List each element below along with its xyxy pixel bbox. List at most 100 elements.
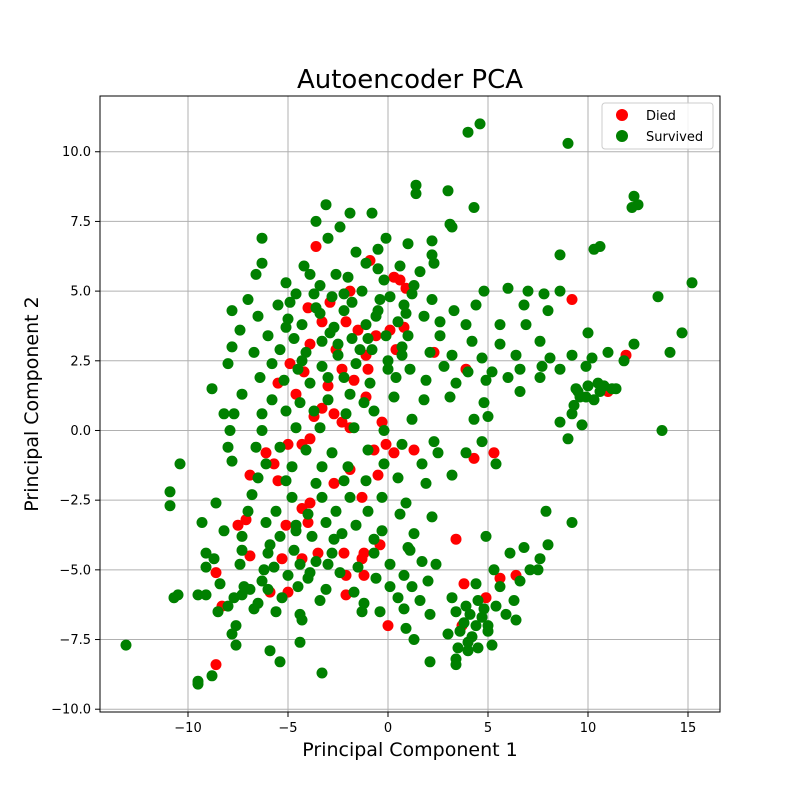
- data-point-died: [356, 553, 368, 565]
- data-point-survived: [534, 553, 546, 565]
- y-tick-label: 0.0: [70, 424, 91, 439]
- data-point-survived: [274, 441, 286, 453]
- data-point-survived: [266, 358, 278, 370]
- data-point-survived: [214, 578, 226, 590]
- data-point-survived: [486, 639, 498, 651]
- data-point-survived: [538, 288, 550, 300]
- data-point-died: [316, 316, 328, 328]
- data-point-survived: [502, 372, 514, 383]
- data-point-survived: [450, 377, 462, 389]
- data-point-survived: [378, 458, 390, 470]
- data-point-survived: [402, 330, 414, 342]
- data-point-survived: [382, 355, 394, 367]
- data-point-survived: [494, 319, 506, 331]
- data-point-survived: [450, 606, 462, 618]
- data-point-survived: [562, 137, 574, 149]
- data-point-survived: [244, 583, 256, 595]
- x-tick-label: −10: [174, 721, 201, 736]
- data-point-survived: [402, 238, 414, 250]
- data-point-died: [336, 363, 348, 375]
- data-point-survived: [652, 291, 664, 303]
- data-point-survived: [364, 377, 376, 389]
- data-point-survived: [392, 592, 404, 604]
- data-point-died: [302, 517, 314, 528]
- data-point-survived: [396, 349, 408, 361]
- data-point-survived: [200, 561, 212, 573]
- data-point-survived: [470, 578, 482, 590]
- data-point-died: [302, 302, 314, 314]
- data-point-survived: [392, 316, 404, 328]
- data-point-survived: [446, 469, 458, 481]
- data-point-survived: [470, 620, 482, 632]
- data-point-survived: [514, 386, 526, 397]
- data-point-survived: [476, 352, 488, 364]
- data-point-survived: [380, 330, 392, 342]
- data-point-survived: [256, 257, 268, 269]
- data-point-survived: [332, 338, 344, 350]
- data-point-survived: [334, 221, 346, 233]
- data-point-survived: [398, 299, 410, 311]
- data-point-survived: [478, 397, 490, 409]
- data-point-survived: [252, 472, 264, 484]
- data-point-died: [290, 388, 302, 400]
- data-point-survived: [374, 294, 386, 305]
- data-point-survived: [542, 539, 554, 551]
- data-point-survived: [310, 477, 322, 489]
- data-point-survived: [418, 310, 430, 322]
- data-point-survived: [460, 319, 472, 331]
- data-point-survived: [580, 360, 592, 372]
- data-point-survived: [490, 600, 502, 612]
- data-point-survived: [446, 221, 458, 233]
- data-point-survived: [430, 558, 442, 570]
- data-point-survived: [424, 346, 436, 358]
- data-point-survived: [308, 405, 320, 417]
- data-point-survived: [296, 355, 308, 367]
- y-tick-label: −5.0: [59, 563, 91, 578]
- data-point-survived: [354, 344, 366, 356]
- legend-marker-died: [616, 109, 628, 121]
- data-point-died: [304, 338, 316, 350]
- data-point-survived: [288, 544, 300, 556]
- data-point-survived: [262, 547, 274, 559]
- data-point-died: [340, 316, 352, 328]
- data-point-survived: [344, 207, 356, 219]
- chart-title: Autoencoder PCA: [297, 65, 523, 95]
- data-point-survived: [522, 285, 534, 297]
- data-point-survived: [432, 447, 444, 459]
- data-point-survived: [366, 207, 378, 219]
- data-point-survived: [276, 592, 288, 604]
- data-point-survived: [262, 330, 274, 342]
- data-point-survived: [378, 425, 390, 436]
- data-point-survived: [260, 458, 272, 470]
- data-point-survived: [414, 266, 426, 278]
- data-point-survived: [420, 374, 432, 386]
- data-point-survived: [270, 606, 282, 618]
- data-point-survived: [334, 567, 346, 579]
- data-point-survived: [446, 592, 458, 604]
- data-point-survived: [502, 282, 514, 294]
- data-point-survived: [280, 405, 292, 417]
- data-point-survived: [534, 372, 546, 383]
- data-point-survived: [200, 547, 212, 559]
- data-point-survived: [562, 433, 574, 445]
- data-point-survived: [356, 285, 368, 297]
- data-point-survived: [350, 246, 362, 258]
- data-point-survived: [462, 636, 474, 648]
- data-point-survived: [566, 349, 578, 361]
- data-point-survived: [250, 441, 262, 453]
- data-point-died: [260, 447, 272, 459]
- data-point-survived: [470, 299, 482, 311]
- data-point-survived: [254, 372, 266, 383]
- data-point-died: [304, 433, 316, 445]
- data-point-survived: [270, 505, 282, 517]
- data-point-survived: [192, 589, 204, 601]
- data-point-survived: [426, 294, 438, 305]
- data-point-survived: [248, 346, 260, 358]
- data-point-survived: [350, 358, 362, 370]
- data-point-survived: [554, 416, 566, 428]
- data-point-survived: [478, 603, 490, 615]
- data-point-survived: [218, 525, 230, 537]
- data-point-survived: [326, 447, 338, 459]
- data-point-survived: [344, 491, 356, 503]
